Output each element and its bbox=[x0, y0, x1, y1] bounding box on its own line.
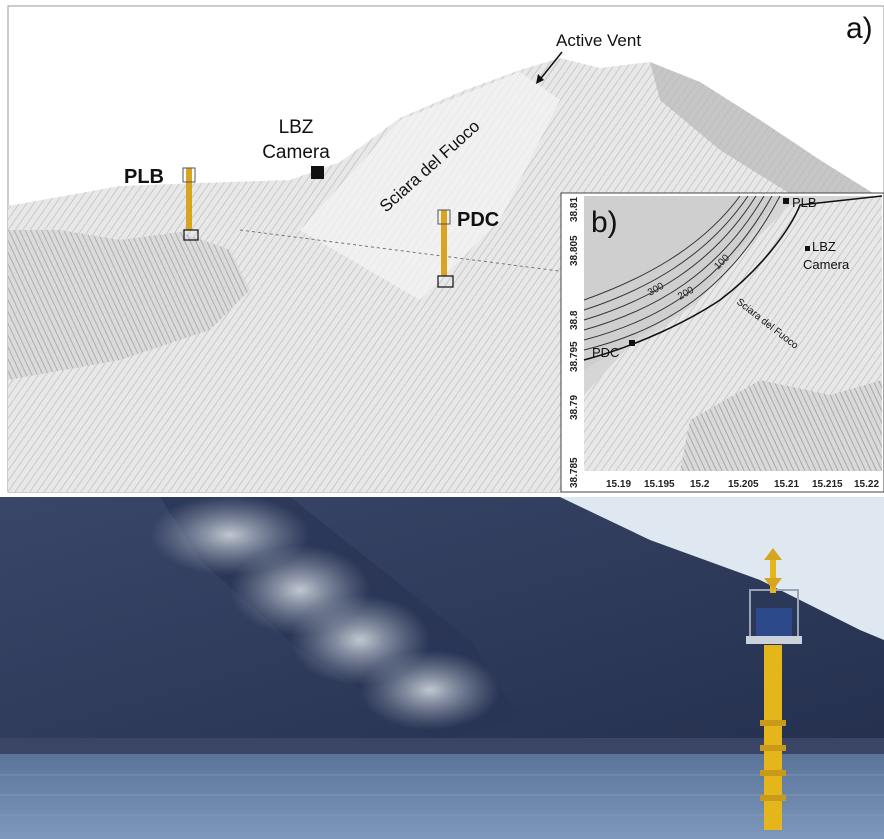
buoy-pole bbox=[764, 645, 782, 830]
map-plb-label: PLB bbox=[792, 195, 817, 210]
lbz-camera-marker bbox=[311, 166, 324, 179]
panel-b-label: b) bbox=[591, 206, 618, 239]
buoy-mast bbox=[770, 555, 776, 593]
map-lbz-marker bbox=[805, 246, 810, 251]
map-sea bbox=[584, 196, 780, 370]
pdc-label: PDC bbox=[457, 209, 499, 231]
lon-tick: 15.195 bbox=[644, 479, 675, 490]
panel-a-label: a) bbox=[846, 12, 873, 45]
lat-tick: 38.8 bbox=[569, 310, 580, 330]
coastline bbox=[239, 229, 591, 276]
smoke-plume bbox=[360, 650, 500, 730]
map-pdc-label: PDC bbox=[592, 345, 619, 360]
lon-tick: 15.21 bbox=[774, 479, 799, 490]
map-lbz-line1: LBZ bbox=[812, 239, 836, 254]
volcano-ridge-right bbox=[650, 62, 884, 230]
lat-tick: 38.79 bbox=[569, 395, 580, 420]
lon-tick: 15.215 bbox=[812, 479, 843, 490]
sciara-slope bbox=[300, 72, 560, 300]
map-plb-marker bbox=[783, 198, 789, 204]
lon-tick: 15.22 bbox=[854, 479, 879, 490]
lon-tick: 15.19 bbox=[606, 479, 631, 490]
sea-ripples bbox=[0, 774, 884, 816]
lon-tick: 15.2 bbox=[690, 479, 710, 490]
buoy-topmark bbox=[764, 548, 782, 560]
lbz-label-line2: Camera bbox=[262, 142, 330, 163]
photo-panel bbox=[0, 495, 884, 839]
map-pdc-marker bbox=[629, 340, 635, 346]
lat-tick: 38.785 bbox=[569, 457, 580, 488]
map-land-relief bbox=[680, 380, 882, 471]
lat-tick: 38.795 bbox=[569, 341, 580, 372]
lon-axis: 15.19 15.195 15.2 15.205 15.21 15.215 15… bbox=[606, 479, 879, 490]
active-vent-label: Active Vent bbox=[556, 31, 641, 50]
lat-tick: 38.805 bbox=[569, 235, 580, 266]
buoy-solar-panel bbox=[756, 608, 792, 636]
map-lbz-line2: Camera bbox=[803, 257, 850, 272]
buoy bbox=[746, 548, 802, 830]
lon-tick: 15.205 bbox=[728, 479, 759, 490]
plb-label: PLB bbox=[124, 166, 164, 188]
plb-buoy-icon bbox=[182, 167, 199, 241]
bathymetry-contours bbox=[583, 195, 781, 351]
active-vent-arrow bbox=[537, 51, 563, 83]
lbz-label-line1: LBZ bbox=[279, 117, 314, 138]
photo-shoreline bbox=[0, 738, 884, 754]
pdc-buoy-icon bbox=[437, 209, 454, 288]
lat-tick: 38.81 bbox=[569, 197, 580, 222]
active-vent-arrowhead bbox=[536, 74, 544, 84]
panel-b: 300 200 100 b) PLB LBZ Camera PDC Sciara… bbox=[560, 192, 884, 493]
lat-axis: 38.81 38.805 38.8 38.795 38.79 38.785 bbox=[569, 197, 580, 488]
volcano-shadow-ridge bbox=[8, 230, 250, 380]
photo-sea bbox=[0, 754, 884, 839]
